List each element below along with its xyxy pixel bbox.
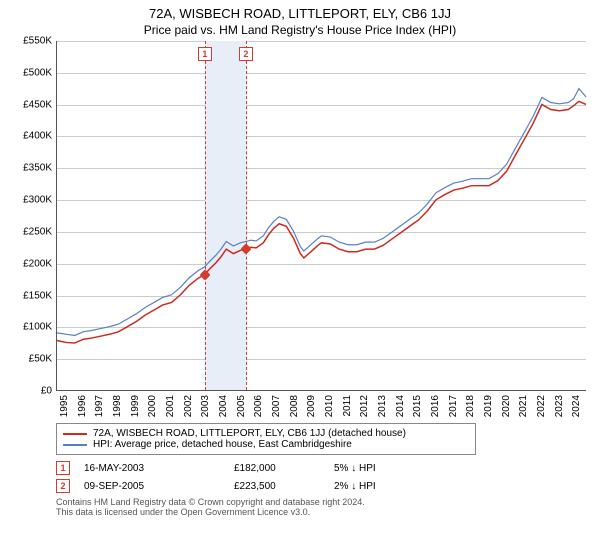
legend-label-hpi: HPI: Average price, detached house, East… <box>93 439 352 450</box>
x-axis-label: 2002 <box>183 395 194 417</box>
sale-date-2: 09-SEP-2005 <box>84 481 234 492</box>
legend-item-hpi: HPI: Average price, detached house, East… <box>63 439 469 450</box>
sale-marker-2: 2 <box>56 479 70 493</box>
chart-area: 12 £0£50K£100K£150K£200K£250K£300K£350K£… <box>10 41 590 421</box>
sale-hpi-2: 2% ↓ HPI <box>334 481 434 492</box>
y-axis-label: £200K <box>23 258 52 269</box>
y-axis-label: £500K <box>23 67 52 78</box>
x-axis-label: 2021 <box>518 395 529 417</box>
legend-item-property: 72A, WISBECH ROAD, LITTLEPORT, ELY, CB6 … <box>63 428 469 439</box>
series-line <box>57 101 586 343</box>
series-line <box>57 89 586 336</box>
x-axis-label: 2015 <box>412 395 423 417</box>
y-axis-label: £0 <box>41 386 52 397</box>
y-axis-label: £550K <box>23 36 52 47</box>
x-axis-label: 2013 <box>377 395 388 417</box>
sale-row-1: 1 16-MAY-2003 £182,000 5% ↓ HPI <box>56 461 590 475</box>
chart-title-address: 72A, WISBECH ROAD, LITTLEPORT, ELY, CB6 … <box>10 6 590 21</box>
line-series-svg <box>57 41 586 390</box>
y-axis-label: £150K <box>23 290 52 301</box>
x-axis-label: 1997 <box>94 395 105 417</box>
legend-box: 72A, WISBECH ROAD, LITTLEPORT, ELY, CB6 … <box>56 423 476 455</box>
x-axis-label: 2018 <box>465 395 476 417</box>
x-axis-label: 2017 <box>448 395 459 417</box>
x-axis-label: 1999 <box>130 395 141 417</box>
legend-line-hpi <box>63 444 87 446</box>
x-axis-label: 2023 <box>554 395 565 417</box>
y-axis-label: £250K <box>23 226 52 237</box>
x-axis-label: 2005 <box>236 395 247 417</box>
sale-row-2: 2 09-SEP-2005 £223,500 2% ↓ HPI <box>56 479 590 493</box>
x-axis-label: 1998 <box>112 395 123 417</box>
x-axis-label: 2007 <box>271 395 282 417</box>
x-axis-label: 2010 <box>324 395 335 417</box>
sale-marker-box: 1 <box>198 47 212 61</box>
footer-line-2: This data is licensed under the Open Gov… <box>56 507 590 517</box>
x-axis-label: 1995 <box>59 395 70 417</box>
footer-attribution: Contains HM Land Registry data © Crown c… <box>56 497 590 517</box>
y-axis-label: £400K <box>23 131 52 142</box>
footer-line-1: Contains HM Land Registry data © Crown c… <box>56 497 590 507</box>
chart-container: 72A, WISBECH ROAD, LITTLEPORT, ELY, CB6 … <box>0 0 600 560</box>
y-axis-label: £350K <box>23 163 52 174</box>
x-axis-label: 2006 <box>253 395 264 417</box>
plot-region: 12 <box>56 41 586 391</box>
y-axis-label: £100K <box>23 322 52 333</box>
x-axis-label: 2014 <box>395 395 406 417</box>
sale-hpi-1: 5% ↓ HPI <box>334 463 434 474</box>
sale-marker-1: 1 <box>56 461 70 475</box>
x-axis-label: 2022 <box>536 395 547 417</box>
x-axis-label: 2001 <box>165 395 176 417</box>
sale-guideline <box>246 41 247 390</box>
y-axis-label: £50K <box>29 354 52 365</box>
x-axis-label: 2012 <box>359 395 370 417</box>
y-axis-label: £300K <box>23 195 52 206</box>
x-axis-label: 2009 <box>306 395 317 417</box>
x-axis-label: 2004 <box>218 395 229 417</box>
x-axis-label: 2020 <box>501 395 512 417</box>
x-axis-label: 1996 <box>77 395 88 417</box>
x-axis-label: 2000 <box>147 395 158 417</box>
sale-price-1: £182,000 <box>234 463 334 474</box>
y-axis-label: £450K <box>23 99 52 110</box>
chart-subtitle: Price paid vs. HM Land Registry's House … <box>10 23 590 37</box>
x-axis-label: 2008 <box>289 395 300 417</box>
x-axis-label: 2024 <box>571 395 582 417</box>
sales-table: 1 16-MAY-2003 £182,000 5% ↓ HPI 2 09-SEP… <box>56 461 590 493</box>
x-axis-label: 2003 <box>200 395 211 417</box>
sale-guideline <box>205 41 206 390</box>
sale-date-1: 16-MAY-2003 <box>84 463 234 474</box>
legend-line-property <box>63 433 87 435</box>
sale-marker-box: 2 <box>239 47 253 61</box>
x-axis-label: 2019 <box>483 395 494 417</box>
legend-label-property: 72A, WISBECH ROAD, LITTLEPORT, ELY, CB6 … <box>93 428 406 439</box>
sale-price-2: £223,500 <box>234 481 334 492</box>
x-axis-label: 2011 <box>342 395 353 417</box>
x-axis-label: 2016 <box>430 395 441 417</box>
